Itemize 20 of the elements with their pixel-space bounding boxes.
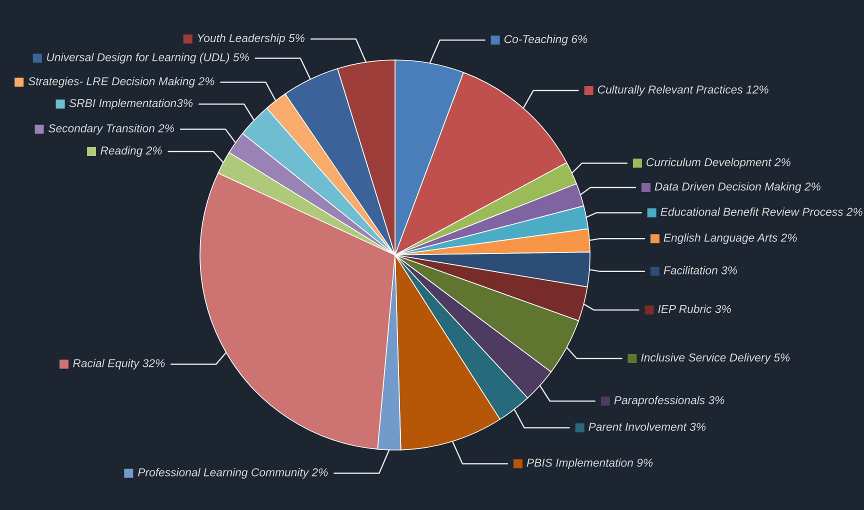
legend-label: Culturally Relevant Practices 12%	[598, 85, 768, 96]
legend-label: English Language Arts 2%	[664, 233, 797, 244]
legend-label: Secondary Transition 2%	[48, 124, 174, 135]
legend-label: Inclusive Service Delivery 5%	[641, 353, 790, 364]
legend-label: Data Driven Decision Making 2%	[654, 182, 820, 193]
legend-label: Facilitation 3%	[664, 266, 738, 274]
legend-label: Universal Design for Learning (UDL) 5%	[47, 52, 249, 64]
legend-label: Co-Teaching 6%	[504, 34, 588, 46]
legend-label: Educational Benefit Review Process 2%	[660, 207, 862, 216]
legend-label: Youth Leadership 5%	[198, 34, 304, 44]
legend-label: Paraprofessionals 3%	[614, 396, 724, 406]
legend-label: IEP Rubric 3%	[658, 304, 731, 314]
legend-label: Strategies- LRE Decision Making 2%	[28, 76, 214, 88]
legend-label: PBIS Implementation 9%	[526, 458, 653, 470]
legend-label: Professional Learning Community 2%	[138, 468, 328, 479]
legend-label: Parent Involvement 3%	[588, 422, 706, 431]
legend-label: Racial Equity 32%	[73, 358, 165, 370]
legend-label: Reading 2%	[100, 146, 162, 157]
legend-label: Curriculum Development 2%	[646, 158, 790, 168]
legend-label: SRBI Implementation3%	[69, 98, 193, 110]
